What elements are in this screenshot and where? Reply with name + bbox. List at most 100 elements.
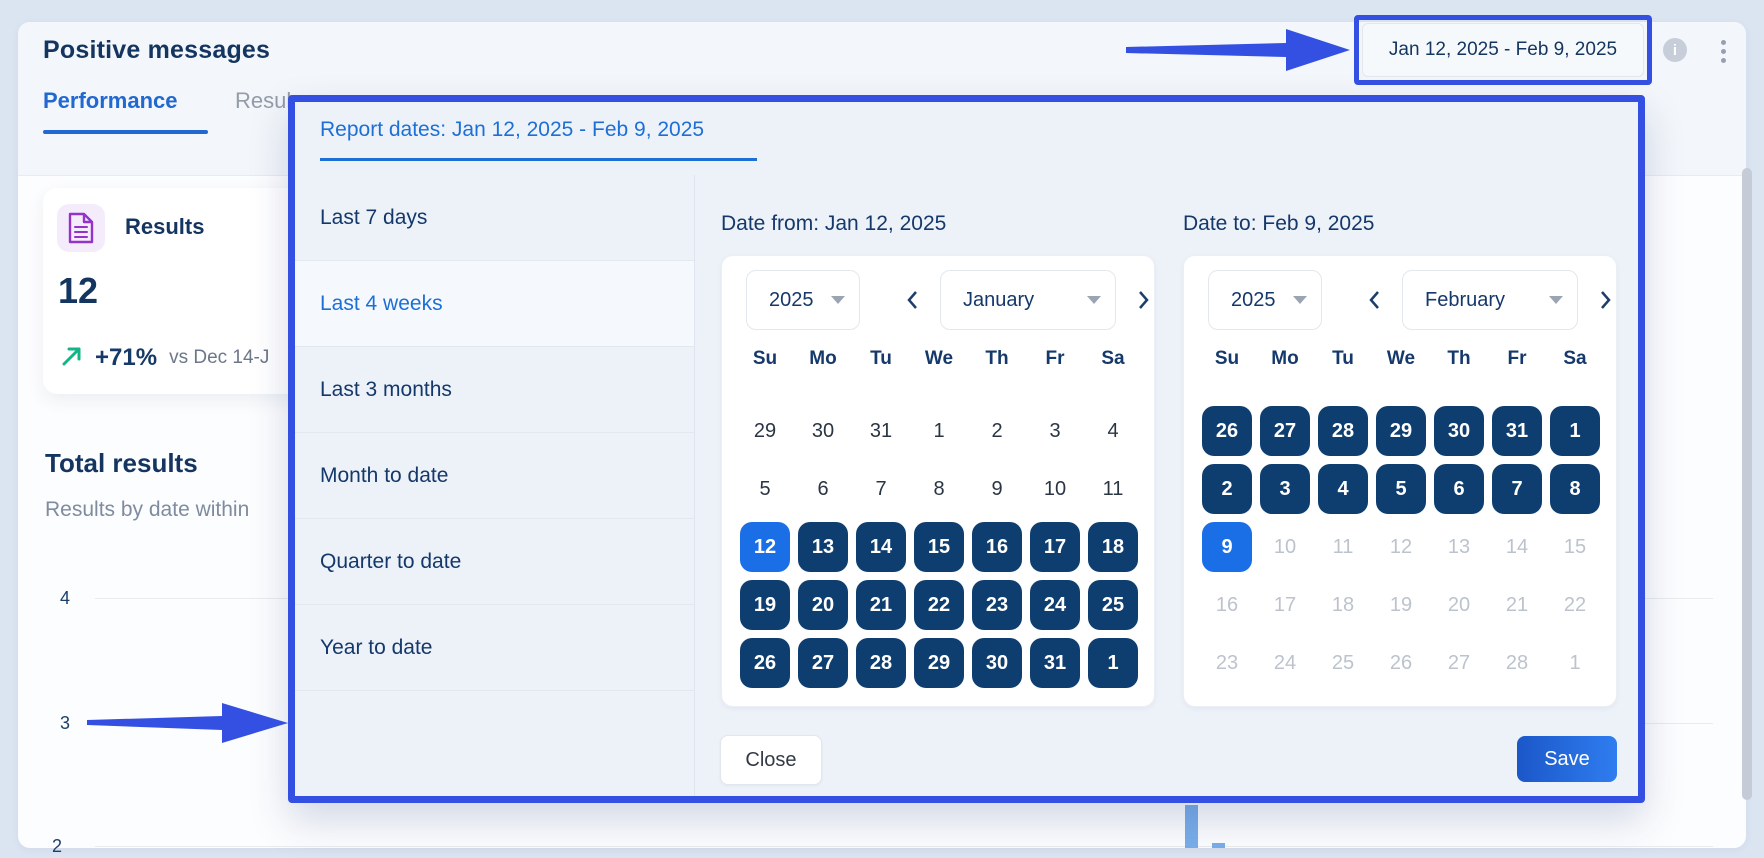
calendar-day[interactable]: 24: [1273, 651, 1297, 674]
calendar-day[interactable]: 31: [869, 419, 893, 442]
calendar-day[interactable]: 9: [1202, 522, 1252, 572]
calendar-day[interactable]: 26: [1202, 406, 1252, 456]
tab-performance[interactable]: Performance: [43, 88, 178, 113]
calendar-day[interactable]: 8: [1550, 464, 1600, 514]
calendar-day[interactable]: 18: [1331, 593, 1355, 616]
calendar-day[interactable]: 21: [856, 580, 906, 630]
chart-bar: [1185, 805, 1198, 848]
kebab-menu-icon[interactable]: [1721, 40, 1726, 63]
calendar-day[interactable]: 12: [1389, 535, 1413, 558]
calendar-day[interactable]: 16: [972, 522, 1022, 572]
tab-results[interactable]: Resul: [235, 88, 292, 113]
calendar-day[interactable]: 1: [1088, 638, 1138, 688]
calendar-day[interactable]: 28: [1505, 651, 1529, 674]
calendar-day[interactable]: 23: [1215, 651, 1239, 674]
prev-month-icon[interactable]: [904, 289, 920, 311]
prev-month-icon[interactable]: [1366, 289, 1382, 311]
calendar-day[interactable]: 17: [1030, 522, 1080, 572]
calendar-day[interactable]: 6: [1434, 464, 1484, 514]
preset-option[interactable]: Quarter to date: [295, 519, 694, 605]
next-month-icon[interactable]: [1598, 289, 1614, 311]
calendar-day[interactable]: 20: [1447, 593, 1471, 616]
calendar-day[interactable]: 13: [1447, 535, 1471, 558]
calendar-day[interactable]: 28: [856, 638, 906, 688]
calendar-day[interactable]: 11: [1102, 477, 1124, 500]
calendar-day[interactable]: 27: [798, 638, 848, 688]
year-select[interactable]: 2025: [746, 270, 860, 330]
scrollbar-thumb[interactable]: [1742, 168, 1752, 800]
calendar-day[interactable]: 31: [1492, 406, 1542, 456]
calendar-day[interactable]: 29: [1376, 406, 1426, 456]
calendar-day[interactable]: 27: [1260, 406, 1310, 456]
calendar-day[interactable]: 20: [798, 580, 848, 630]
calendar-day[interactable]: 1: [1569, 651, 1581, 674]
calendar-day[interactable]: 25: [1088, 580, 1138, 630]
calendar-day[interactable]: 19: [740, 580, 790, 630]
month-select[interactable]: February: [1402, 270, 1578, 330]
calendar-day[interactable]: 17: [1273, 593, 1297, 616]
calendar-day[interactable]: 26: [1389, 651, 1413, 674]
active-tab-underline: [43, 130, 208, 134]
weekday-label: We: [1386, 348, 1416, 369]
calendar-day[interactable]: 18: [1088, 522, 1138, 572]
calendar-day[interactable]: 13: [798, 522, 848, 572]
calendar-day[interactable]: 30: [811, 419, 835, 442]
calendar-day[interactable]: 1: [1550, 406, 1600, 456]
calendar-day[interactable]: 6: [817, 477, 829, 500]
calendar-day[interactable]: 16: [1215, 593, 1239, 616]
calendar-day[interactable]: 21: [1505, 593, 1529, 616]
calendar-day[interactable]: 29: [753, 419, 777, 442]
calendar-day[interactable]: 14: [856, 522, 906, 572]
weekday-label: Mo: [1271, 348, 1299, 369]
calendar-day[interactable]: 2: [991, 419, 1003, 442]
calendar-day[interactable]: 14: [1505, 535, 1529, 558]
calendar-day[interactable]: 4: [1107, 419, 1119, 442]
calendar-day[interactable]: 19: [1389, 593, 1413, 616]
calendar-day[interactable]: 15: [1563, 535, 1587, 558]
close-button[interactable]: Close: [720, 735, 822, 785]
calendar-day[interactable]: 11: [1332, 535, 1354, 558]
preset-option[interactable]: Last 3 months: [295, 347, 694, 433]
preset-option[interactable]: Last 4 weeks: [295, 261, 694, 347]
calendar-day[interactable]: 4: [1318, 464, 1368, 514]
year-select[interactable]: 2025: [1208, 270, 1322, 330]
weekday-label: Tu: [1332, 348, 1354, 369]
calendar-day[interactable]: 7: [875, 477, 887, 500]
calendar-day[interactable]: 9: [991, 477, 1003, 500]
calendar-day[interactable]: 8: [933, 477, 945, 500]
calendar-day[interactable]: 23: [972, 580, 1022, 630]
calendar-day[interactable]: 30: [1434, 406, 1484, 456]
calendar-day[interactable]: 27: [1447, 651, 1471, 674]
calendar-day[interactable]: 25: [1331, 651, 1355, 674]
calendar-day[interactable]: 29: [914, 638, 964, 688]
calendar-day[interactable]: 30: [972, 638, 1022, 688]
calendar-day[interactable]: 1: [933, 419, 945, 442]
calendar-day[interactable]: 2: [1202, 464, 1252, 514]
calendar-day[interactable]: 28: [1318, 406, 1368, 456]
calendar-day[interactable]: 24: [1030, 580, 1080, 630]
calendar-day[interactable]: 3: [1049, 419, 1061, 442]
calendar-day[interactable]: 7: [1492, 464, 1542, 514]
y-axis-label-3: 3: [59, 713, 70, 733]
calendar-day[interactable]: 22: [914, 580, 964, 630]
calendar-day[interactable]: 31: [1030, 638, 1080, 688]
calendar-day[interactable]: 3: [1260, 464, 1310, 514]
preset-option[interactable]: Year to date: [295, 605, 694, 691]
calendar-day[interactable]: 26: [740, 638, 790, 688]
weekday-label: Sa: [1563, 348, 1587, 369]
save-button[interactable]: Save: [1517, 736, 1617, 782]
calendar-day[interactable]: 5: [1376, 464, 1426, 514]
calendar-day[interactable]: 22: [1563, 593, 1587, 616]
calendar-day[interactable]: 5: [759, 477, 771, 500]
date-range-button[interactable]: Jan 12, 2025 - Feb 9, 2025: [1362, 23, 1644, 77]
next-month-icon[interactable]: [1136, 289, 1152, 311]
preset-option[interactable]: Last 7 days: [295, 175, 694, 261]
calendar-day[interactable]: 12: [740, 522, 790, 572]
preset-option[interactable]: Month to date: [295, 433, 694, 519]
delta-comparison: vs Dec 14-J: [169, 347, 270, 368]
month-select[interactable]: January: [940, 270, 1116, 330]
calendar-day[interactable]: 15: [914, 522, 964, 572]
calendar-day[interactable]: 10: [1043, 477, 1067, 500]
calendar-day[interactable]: 10: [1273, 535, 1297, 558]
info-icon[interactable]: i: [1663, 38, 1687, 62]
